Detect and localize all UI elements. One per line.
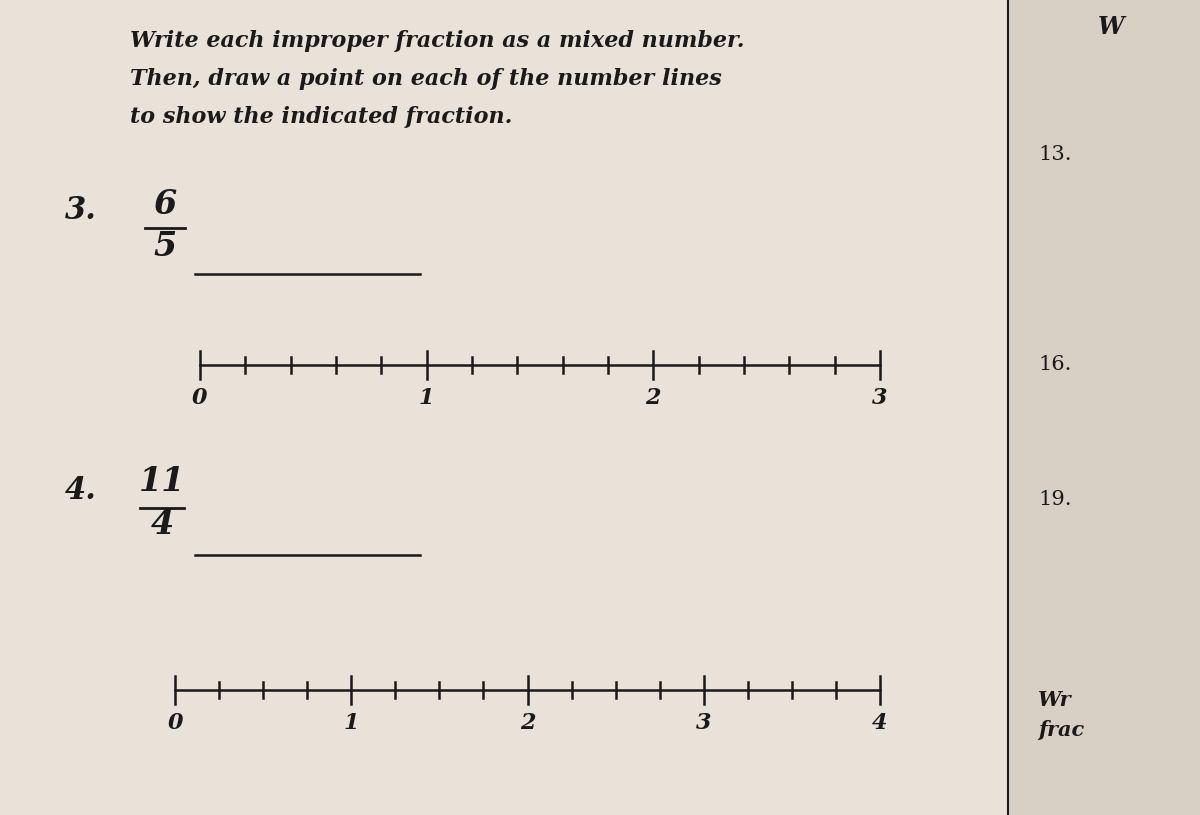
Text: Then, draw a point on each of the number lines: Then, draw a point on each of the number… — [130, 68, 721, 90]
Text: 3: 3 — [696, 712, 712, 734]
Text: 3.: 3. — [65, 195, 97, 226]
Text: 19.: 19. — [1038, 490, 1072, 509]
Text: 4.: 4. — [65, 475, 97, 506]
Text: 4: 4 — [150, 508, 174, 541]
Text: 2: 2 — [520, 712, 535, 734]
Text: 6: 6 — [154, 188, 176, 221]
Text: 16.: 16. — [1038, 355, 1072, 374]
Text: 1: 1 — [419, 387, 434, 409]
Text: 0: 0 — [167, 712, 182, 734]
Text: Wr: Wr — [1038, 690, 1072, 710]
Text: 4: 4 — [872, 712, 888, 734]
Text: 0: 0 — [192, 387, 208, 409]
Text: W: W — [1098, 15, 1124, 39]
Text: 1: 1 — [343, 712, 359, 734]
Text: frac: frac — [1038, 720, 1085, 740]
Text: 2: 2 — [646, 387, 661, 409]
Text: 11: 11 — [139, 465, 185, 498]
Text: to show the indicated fraction.: to show the indicated fraction. — [130, 106, 512, 128]
Text: 3: 3 — [872, 387, 888, 409]
Text: 13.: 13. — [1038, 145, 1072, 164]
Text: 5: 5 — [154, 230, 176, 263]
Bar — [1008, 0, 1200, 815]
Text: Write each improper fraction as a mixed number.: Write each improper fraction as a mixed … — [130, 30, 744, 52]
